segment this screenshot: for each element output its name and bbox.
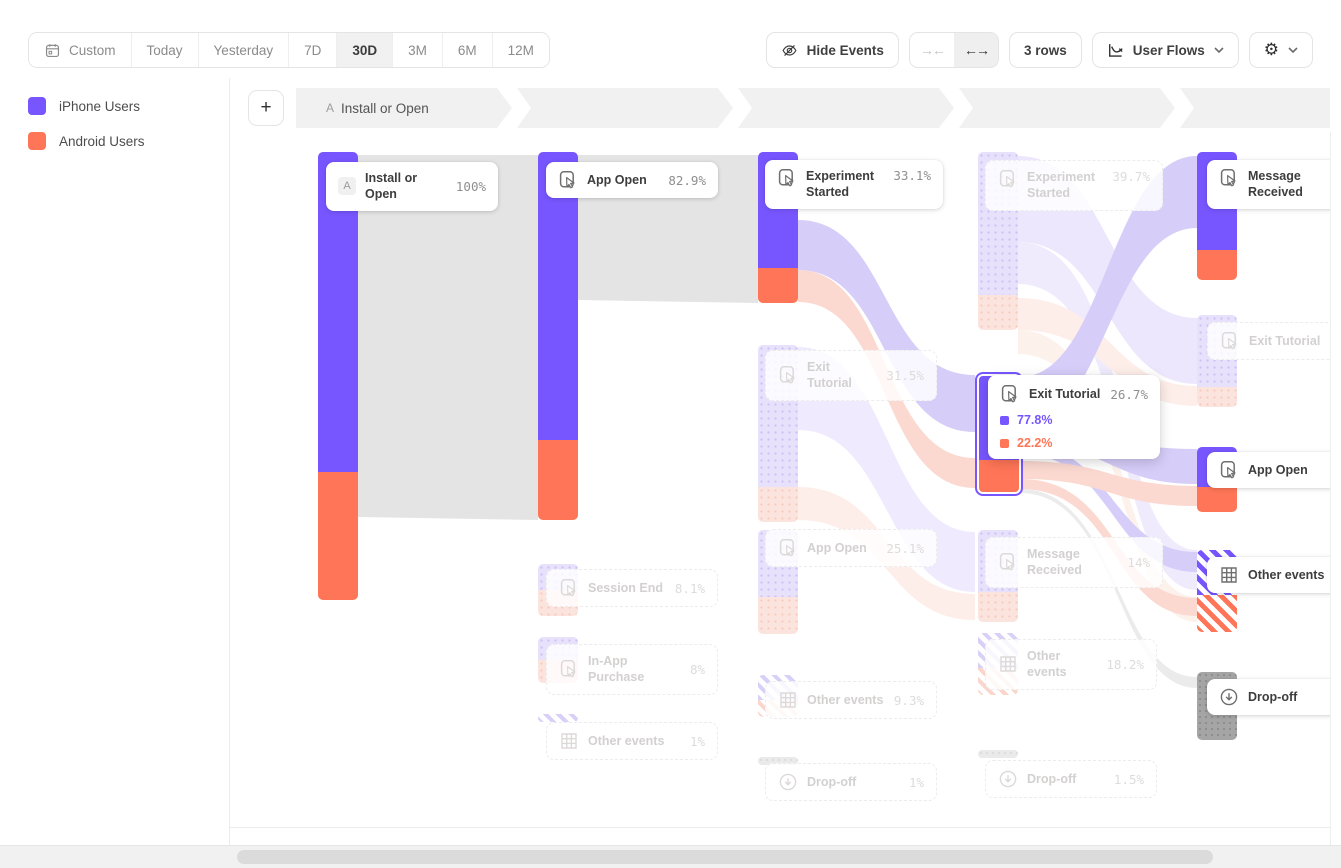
event-icon — [778, 365, 798, 385]
event-icon — [778, 538, 798, 558]
node-bar-install-or-open[interactable] — [318, 152, 358, 600]
node-card-experiment-started[interactable]: Experiment Started 33.1% — [765, 160, 943, 209]
node-card-drop-off[interactable]: Drop-off 1% — [765, 763, 937, 801]
node-bar-drop-off[interactable] — [758, 757, 798, 765]
step-a-badge: A — [338, 177, 356, 196]
event-icon — [559, 659, 579, 679]
event-icon — [1220, 331, 1240, 351]
node-card-experiment-started[interactable]: Experiment Started 39.7% — [985, 160, 1163, 211]
node-tooltip-exit-tutorial: Exit Tutorial 26.7% 77.8% 22.2% — [988, 375, 1160, 459]
iphone-color-swatch — [28, 97, 46, 115]
horizontal-scrollbar[interactable] — [0, 845, 1341, 868]
step-segment-2[interactable] — [517, 88, 733, 128]
legend-sidebar: iPhone Users Android Users — [0, 78, 230, 845]
arrows-outward-icon: ←→ — [963, 42, 990, 58]
date-range-label: Custom — [69, 42, 116, 58]
expand-columns-button[interactable]: ←→ — [953, 33, 998, 67]
chevron-down-icon — [1288, 47, 1298, 53]
grid-icon — [1219, 565, 1239, 585]
android-color-swatch — [28, 132, 46, 150]
node-card-drop-off[interactable]: Drop-off 1.5% — [985, 760, 1157, 798]
tooltip-row-android: 22.2% — [1000, 436, 1148, 450]
event-icon — [777, 168, 797, 188]
node-bar-app-open[interactable] — [538, 152, 578, 520]
node-card-exit-tutorial[interactable]: Exit Tutorial 31.5% — [765, 350, 937, 401]
step-segment-1[interactable]: A Install or Open — [296, 88, 512, 128]
android-color-swatch — [1000, 438, 1009, 448]
grid-icon — [559, 731, 579, 751]
node-card-app-open[interactable]: App Open 25.1% — [765, 529, 937, 567]
node-card-other-events[interactable]: Other events 18.2% — [985, 639, 1157, 690]
date-range-30d[interactable]: 30D — [336, 33, 393, 67]
eye-off-icon — [781, 42, 798, 59]
drop-off-icon — [1219, 687, 1239, 707]
node-card-exit-tutorial[interactable]: Exit Tutorial — [1207, 322, 1330, 360]
node-card-message-received[interactable]: Message Received — [1207, 160, 1330, 209]
node-card-message-received[interactable]: Message Received 14% — [985, 537, 1163, 588]
collapse-columns-button[interactable]: →← — [909, 33, 954, 67]
hide-events-button[interactable]: Hide Events — [765, 32, 899, 68]
step-segment-5[interactable] — [1180, 88, 1330, 128]
right-gutter — [1330, 132, 1341, 845]
event-icon — [559, 578, 579, 598]
bar-segment-android — [318, 472, 358, 600]
event-icon — [558, 170, 578, 190]
node-card-install-or-open[interactable]: A Install or Open 100% — [326, 162, 498, 211]
event-icon — [998, 169, 1018, 189]
node-bar-drop-off[interactable] — [978, 750, 1018, 758]
node-card-in-app-purchase[interactable]: In-App Purchase 8% — [546, 644, 718, 695]
bar-segment-android — [538, 440, 578, 520]
date-range-12m[interactable]: 12M — [491, 33, 549, 67]
tooltip-row-iphone: 77.8% — [1000, 413, 1148, 427]
iphone-color-swatch — [1000, 415, 1009, 425]
flows-chart-icon — [1107, 42, 1124, 59]
add-step-button[interactable]: + — [248, 90, 284, 126]
node-card-other-events[interactable]: Other events 1% — [546, 722, 718, 760]
legend-item-iphone[interactable]: iPhone Users — [28, 94, 229, 118]
chevron-down-icon — [1214, 47, 1224, 53]
scrollbar-thumb[interactable] — [237, 850, 1213, 864]
node-bar-other-events[interactable] — [538, 714, 578, 722]
drop-off-icon — [778, 772, 798, 792]
step-segment-3[interactable] — [738, 88, 954, 128]
sankey-canvas: A Install or Open 100% App Open 82.9% Se… — [230, 132, 1330, 828]
arrows-inward-icon: →← — [919, 42, 946, 58]
toolbar-right-group: Hide Events →← ←→ 3 rows User Flows ⚙ — [765, 32, 1313, 68]
steps-chevron-band: A Install or Open — [296, 88, 1330, 128]
node-card-other-events[interactable]: Other events 9.3% — [765, 681, 937, 719]
view-selector-dropdown[interactable]: User Flows — [1091, 32, 1239, 68]
date-range-yesterday[interactable]: Yesterday — [197, 33, 289, 67]
settings-dropdown[interactable]: ⚙ — [1248, 32, 1313, 68]
date-range-6m[interactable]: 6M — [441, 33, 492, 67]
node-card-session-end[interactable]: Session End 8.1% — [546, 569, 718, 607]
bar-segment-iphone — [538, 152, 578, 440]
event-icon — [1000, 384, 1020, 404]
date-range-custom[interactable]: Custom — [29, 33, 131, 67]
top-toolbar: Custom Today Yesterday 7D 30D 3M 6M 12M … — [0, 0, 1341, 78]
step-segment-4[interactable] — [959, 88, 1175, 128]
rows-count-button[interactable]: 3 rows — [1008, 32, 1082, 68]
grid-icon — [998, 654, 1018, 674]
event-icon — [998, 552, 1018, 572]
date-range-selector: Custom Today Yesterday 7D 30D 3M 6M 12M — [28, 32, 550, 68]
gear-icon: ⚙ — [1263, 40, 1279, 60]
grid-icon — [778, 690, 798, 710]
date-range-today[interactable]: Today — [130, 33, 198, 67]
date-range-7d[interactable]: 7D — [288, 33, 337, 67]
flow-main-area: + A Install or Open — [230, 78, 1341, 845]
calendar-icon — [44, 42, 61, 59]
node-card-app-open[interactable]: App Open 82.9% — [546, 162, 718, 198]
node-card-other-events[interactable]: Other events — [1207, 557, 1330, 593]
drop-off-icon — [998, 769, 1018, 789]
event-icon — [1219, 460, 1239, 480]
node-card-app-open[interactable]: App Open — [1207, 452, 1330, 488]
event-icon — [1219, 168, 1239, 188]
date-range-3m[interactable]: 3M — [392, 33, 442, 67]
steps-header-row: + A Install or Open — [230, 78, 1341, 132]
collapse-expand-toggle: →← ←→ — [908, 32, 999, 68]
node-card-drop-off[interactable]: Drop-off — [1207, 679, 1330, 715]
legend-item-android[interactable]: Android Users — [28, 129, 229, 153]
